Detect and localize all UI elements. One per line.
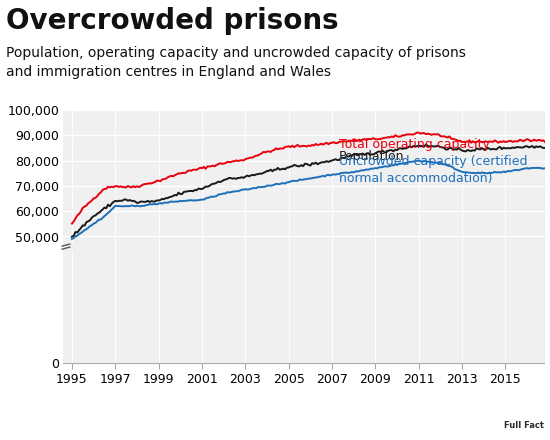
Text: Source:: Source: bbox=[12, 398, 60, 408]
Text: Total operating capacity: Total operating capacity bbox=[339, 138, 490, 151]
Polygon shape bbox=[477, 390, 547, 437]
Text: Population, operating capacity and uncrowded capacity of prisons
and immigration: Population, operating capacity and uncro… bbox=[6, 46, 465, 79]
Text: Uncrowded capacity (certified
normal accommodation): Uncrowded capacity (certified normal acc… bbox=[339, 155, 527, 185]
Text: Overcrowded prisons: Overcrowded prisons bbox=[6, 7, 338, 35]
Text: Ministry of Justice historical monthly prison population estimates and Full
Fact: Ministry of Justice historical monthly p… bbox=[63, 398, 476, 421]
Text: Full Fact: Full Fact bbox=[504, 422, 544, 430]
Text: Population: Population bbox=[339, 150, 404, 163]
